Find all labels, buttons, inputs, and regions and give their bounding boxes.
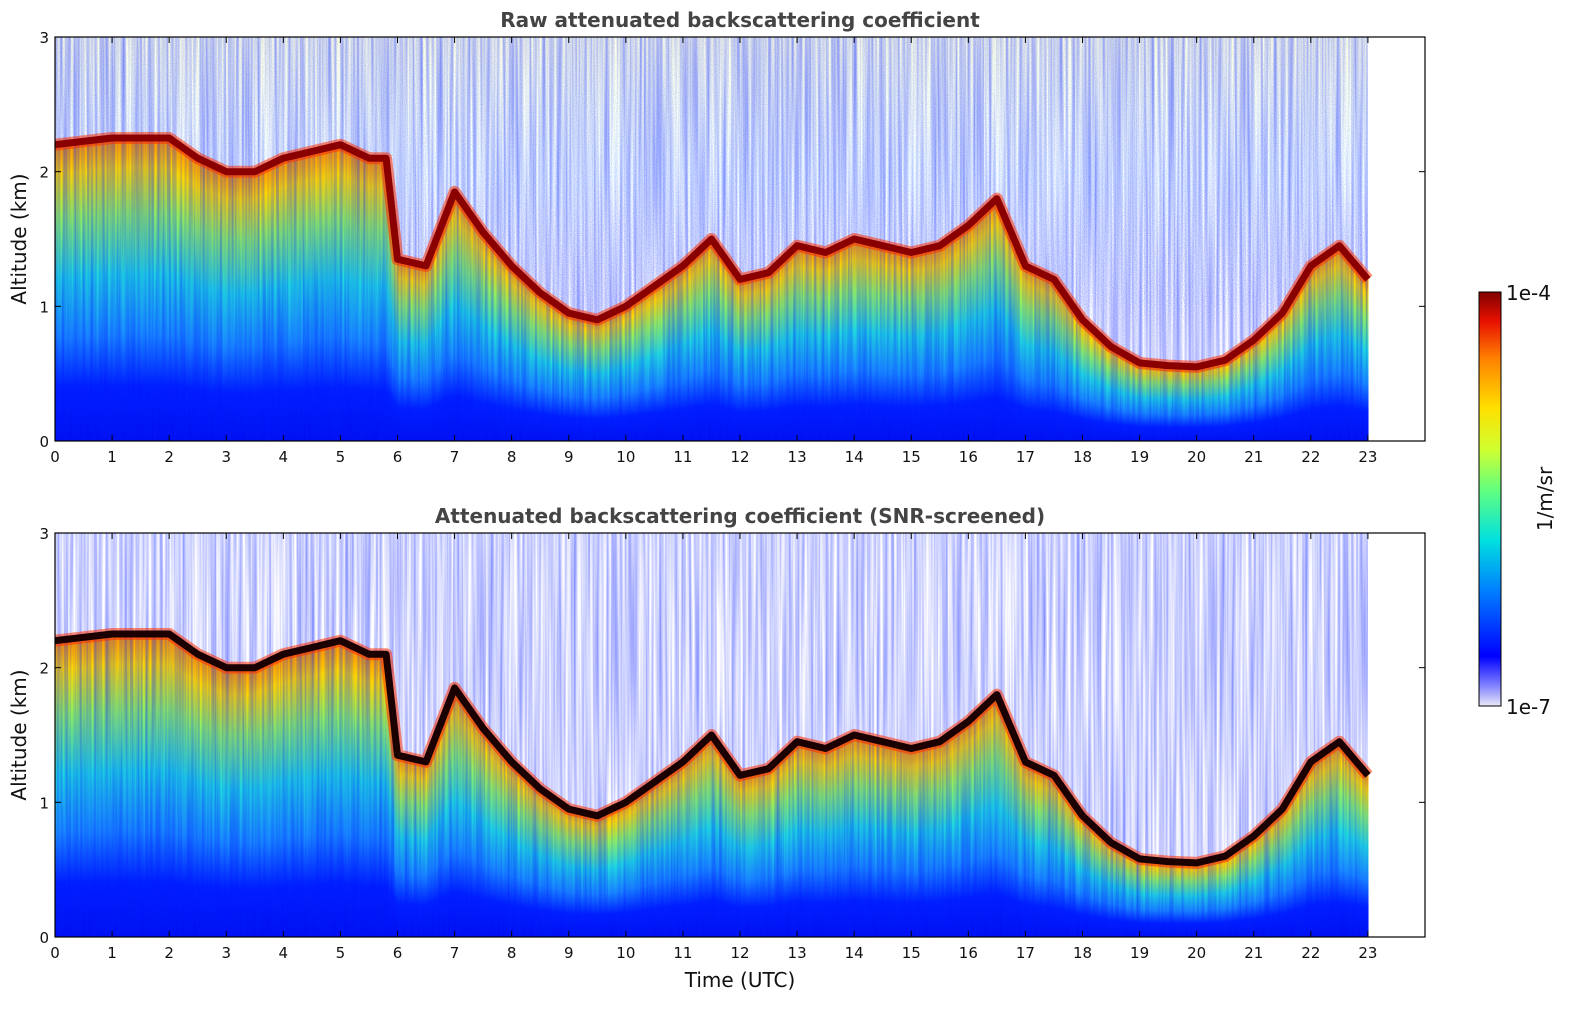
x-tick-label: 9 [564, 448, 574, 466]
x-tick-label: 18 [1073, 944, 1092, 962]
x-tick-label: 22 [1301, 944, 1320, 962]
x-tick-label: 20 [1187, 448, 1206, 466]
x-tick-label: 21 [1244, 448, 1263, 466]
colorbar-gradient [1478, 291, 1502, 707]
y-tick-label: 1 [39, 298, 49, 316]
x-tick-label: 1 [107, 448, 117, 466]
x-tick-label: 16 [959, 944, 978, 962]
x-tick-label: 4 [279, 944, 289, 962]
x-tick-label: 8 [507, 448, 517, 466]
y-tick-label: 3 [39, 29, 49, 47]
heatmap-area [55, 533, 1373, 937]
cloud-layer-line [55, 134, 1371, 371]
x-tick-label: 15 [902, 448, 921, 466]
x-tick-label: 11 [673, 448, 692, 466]
y-tick-label: 1 [39, 794, 49, 812]
x-tick-label: 3 [221, 944, 231, 962]
x-tick-label: 2 [164, 944, 174, 962]
x-tick-label: 6 [393, 944, 403, 962]
x-tick-label: 21 [1244, 944, 1263, 962]
y-axis-label: Altitude (km) [7, 173, 31, 304]
y-tick-label: 2 [39, 660, 49, 678]
x-tick-label: 23 [1358, 944, 1377, 962]
x-tick-label: 17 [1016, 448, 1035, 466]
x-tick-label: 9 [564, 944, 574, 962]
x-tick-label: 15 [902, 944, 921, 962]
chart-title: Raw attenuated backscattering coefficien… [500, 8, 980, 32]
x-tick-label: 19 [1130, 944, 1149, 962]
chart-title: Attenuated backscattering coefficient (S… [435, 504, 1045, 528]
x-tick-label: 8 [507, 944, 517, 962]
x-tick-label: 14 [845, 448, 864, 466]
x-tick-label: 14 [845, 944, 864, 962]
colorbar-min-label: 1e-7 [1506, 695, 1551, 719]
x-tick-label: 10 [616, 448, 635, 466]
x-tick-label: 16 [959, 448, 978, 466]
y-axis-label: Altitude (km) [7, 669, 31, 800]
x-tick-label: 22 [1301, 448, 1320, 466]
x-tick-label: 5 [336, 448, 346, 466]
y-tick-label: 3 [39, 525, 49, 543]
cloud-layer-line [55, 630, 1371, 867]
x-tick-label: 13 [788, 944, 807, 962]
y-axis: 0 1 2 3 [39, 525, 1425, 947]
colorbar-max-label: 1e-4 [1506, 281, 1551, 305]
x-tick-label: 1 [107, 944, 117, 962]
colorbar: 1e-4 1e-7 1/m/sr [1478, 281, 1557, 719]
x-axis-label: Time (UTC) [684, 968, 796, 992]
x-tick-label: 0 [50, 944, 60, 962]
x-tick-label: 19 [1130, 448, 1149, 466]
panel-raw: Raw attenuated backscattering coefficien… [7, 8, 1426, 466]
x-tick-label: 3 [221, 448, 231, 466]
x-tick-label: 2 [164, 448, 174, 466]
x-tick-label: 4 [279, 448, 289, 466]
x-tick-label: 7 [450, 944, 460, 962]
colorbar-unit-label: 1/m/sr [1533, 466, 1557, 531]
x-tick-label: 5 [336, 944, 346, 962]
x-axis: 0 1 2 3 4 5 6 7 8 9 10 11 12 13 14 15 16 17 18 19 20 21 22 23 [50, 533, 1377, 962]
x-tick-label: 23 [1358, 448, 1377, 466]
x-tick-label: 11 [673, 944, 692, 962]
x-tick-label: 18 [1073, 448, 1092, 466]
y-axis: 0 1 2 3 [39, 29, 1425, 451]
x-tick-label: 17 [1016, 944, 1035, 962]
x-tick-label: 12 [730, 944, 749, 962]
x-tick-label: 6 [393, 448, 403, 466]
y-tick-label: 0 [39, 433, 49, 451]
x-tick-label: 10 [616, 944, 635, 962]
x-tick-label: 0 [50, 448, 60, 466]
x-tick-label: 13 [788, 448, 807, 466]
y-tick-label: 2 [39, 164, 49, 182]
heatmap-area [55, 37, 1373, 441]
y-tick-label: 0 [39, 929, 49, 947]
x-tick-label: 20 [1187, 944, 1206, 962]
x-tick-label: 12 [730, 448, 749, 466]
x-axis: 0 1 2 3 4 5 6 7 8 9 10 11 12 13 14 15 16 17 18 19 20 21 22 23 [50, 37, 1377, 466]
panel-screened: Attenuated backscattering coefficient (S… [7, 504, 1426, 992]
x-tick-label: 7 [450, 448, 460, 466]
